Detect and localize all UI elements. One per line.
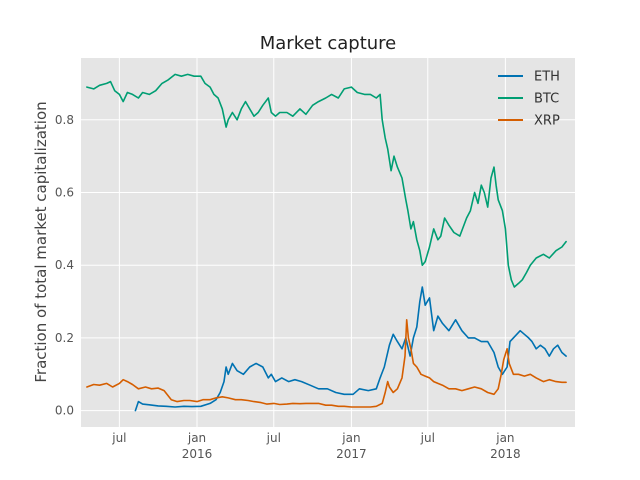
y-axis-ticks: 0.0 0.2 0.4 0.6 0.8 bbox=[55, 113, 74, 418]
x-tick-year-label: 2016 bbox=[182, 447, 213, 461]
y-tick-label: 0.2 bbox=[55, 331, 74, 345]
legend-label-eth: ETH bbox=[534, 70, 560, 85]
x-tick-label: jan bbox=[495, 431, 514, 445]
y-tick-label: 0.6 bbox=[55, 186, 74, 200]
x-tick-year-label: 2017 bbox=[336, 447, 367, 461]
x-axis-ticks: jul jan 2016 jul jan 2017 jul jan 2018 bbox=[111, 431, 520, 461]
legend-label-xrp: XRP bbox=[534, 114, 560, 129]
x-tick-label: jan bbox=[341, 431, 360, 445]
y-tick-label: 0.0 bbox=[55, 404, 74, 418]
legend: ETH BTC XRP bbox=[498, 70, 560, 129]
series-line-eth bbox=[134, 286, 567, 412]
chart-title: Market capture bbox=[260, 33, 397, 54]
y-tick-label: 0.8 bbox=[55, 113, 74, 127]
x-tick-label: jul bbox=[420, 431, 435, 445]
series-line-xrp bbox=[86, 319, 567, 408]
legend-label-btc: BTC bbox=[534, 92, 559, 107]
x-tick-year-label: 2018 bbox=[490, 447, 521, 461]
y-axis-label: Fraction of total market capitalization bbox=[32, 101, 50, 382]
x-tick-label: jul bbox=[266, 431, 281, 445]
series-line-btc bbox=[86, 73, 567, 288]
x-tick-label: jul bbox=[111, 431, 126, 445]
series-layer bbox=[86, 73, 567, 412]
x-tick-label: jan bbox=[187, 431, 206, 445]
y-tick-label: 0.4 bbox=[55, 258, 74, 272]
